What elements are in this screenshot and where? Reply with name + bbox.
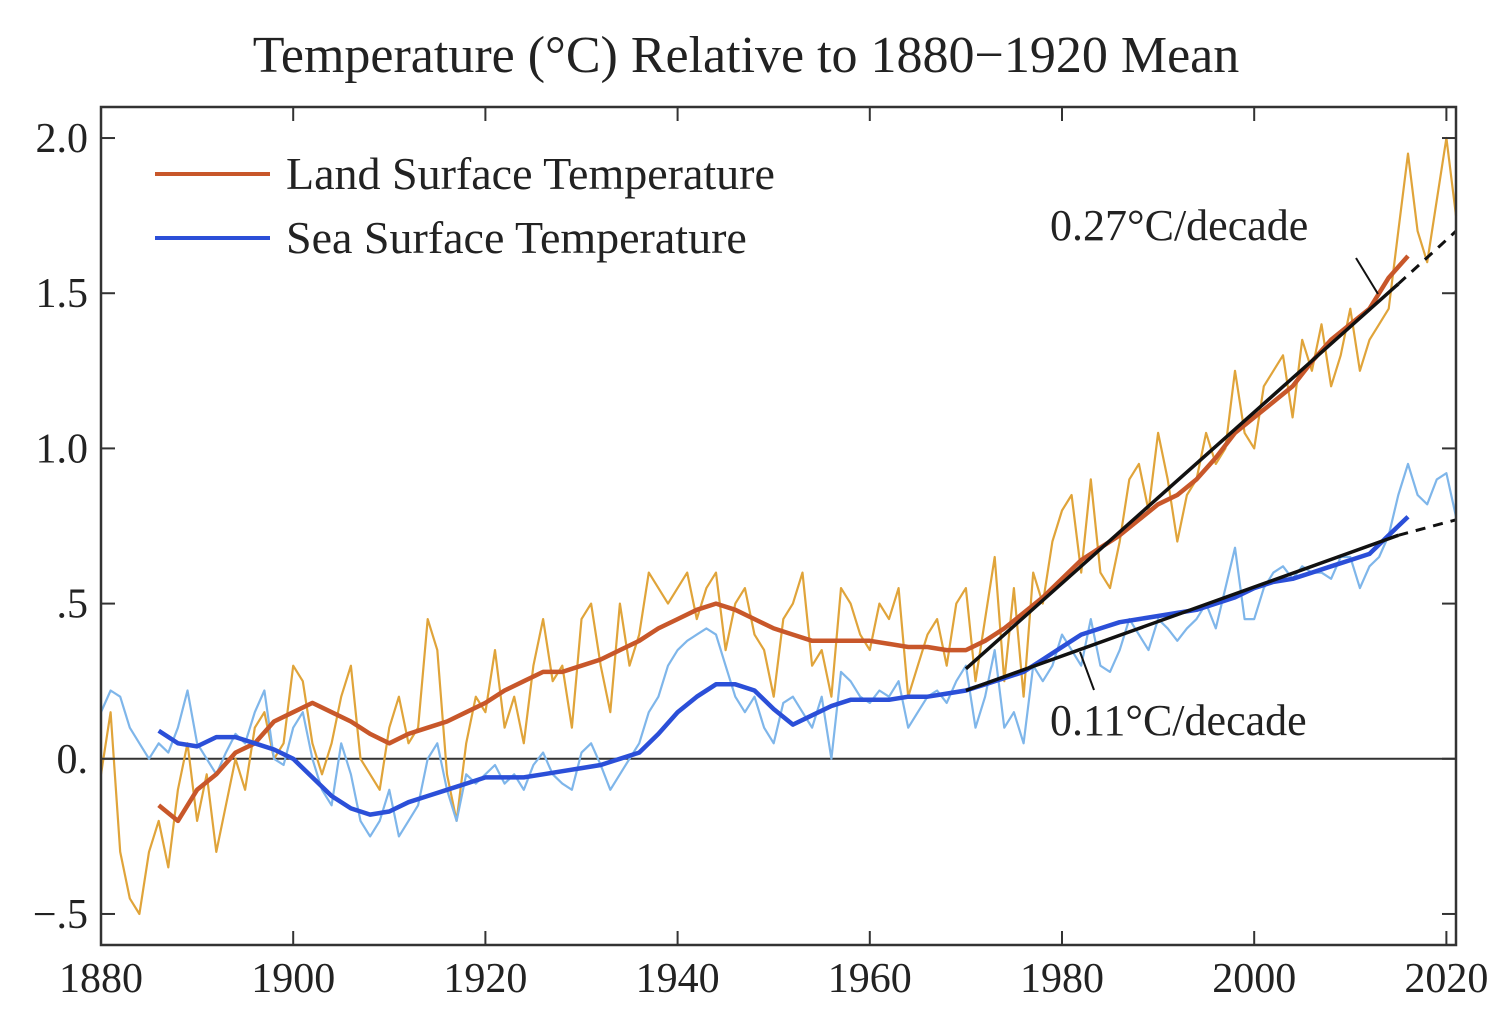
x-tick-label: 1980 bbox=[1020, 956, 1104, 1002]
trend-annotations: 0.27°C/decade 0.11°C/decade bbox=[1050, 201, 1379, 745]
y-tick-label: .5 bbox=[57, 582, 89, 628]
sea-trend-extension bbox=[1397, 518, 1457, 537]
sea-trend-line bbox=[965, 533, 1399, 693]
sea-annual-line bbox=[99, 462, 1458, 838]
x-tick-label: 1880 bbox=[59, 956, 143, 1002]
y-axis-tick-labels: −.5 0. .5 1.0 1.5 2.0 bbox=[33, 116, 88, 938]
land-smoothed-line bbox=[157, 254, 1410, 824]
plot-area bbox=[99, 136, 1458, 916]
x-tick-label: 1900 bbox=[251, 956, 335, 1002]
x-tick-label: 2020 bbox=[1404, 956, 1488, 1002]
land-trend-arrow bbox=[1355, 257, 1379, 295]
land-annual-line bbox=[99, 136, 1458, 916]
land-trend-extension bbox=[1397, 230, 1458, 286]
x-tick-label: 1920 bbox=[443, 956, 527, 1002]
y-tick-label: −.5 bbox=[33, 892, 88, 938]
axis-ticks bbox=[100, 107, 1456, 945]
x-tick-label: 1960 bbox=[828, 956, 912, 1002]
legend-label-land: Land Surface Temperature bbox=[286, 148, 775, 199]
sea-trend-label: 0.11°C/decade bbox=[1050, 696, 1307, 745]
y-tick-label: 0. bbox=[57, 737, 89, 783]
sea-trend-arrow bbox=[1079, 651, 1095, 691]
x-tick-label: 1940 bbox=[636, 956, 720, 1002]
sea-smoothed-line bbox=[157, 515, 1410, 817]
legend: Land Surface Temperature Sea Surface Tem… bbox=[155, 148, 775, 263]
y-tick-label: 1.5 bbox=[36, 271, 89, 317]
y-tick-label: 2.0 bbox=[36, 116, 89, 162]
x-tick-label: 2000 bbox=[1212, 956, 1296, 1002]
legend-label-sea: Sea Surface Temperature bbox=[286, 212, 747, 263]
plot-frame bbox=[99, 105, 1458, 947]
land-trend-label: 0.27°C/decade bbox=[1050, 201, 1308, 250]
y-tick-label: 1.0 bbox=[36, 426, 89, 472]
land-trend-line bbox=[964, 282, 1400, 671]
chart-title: Temperature (°C) Relative to 1880−1920 M… bbox=[253, 27, 1240, 84]
x-axis-tick-labels: 1880 1900 1920 1940 1960 1980 2000 2020 bbox=[59, 956, 1488, 1002]
